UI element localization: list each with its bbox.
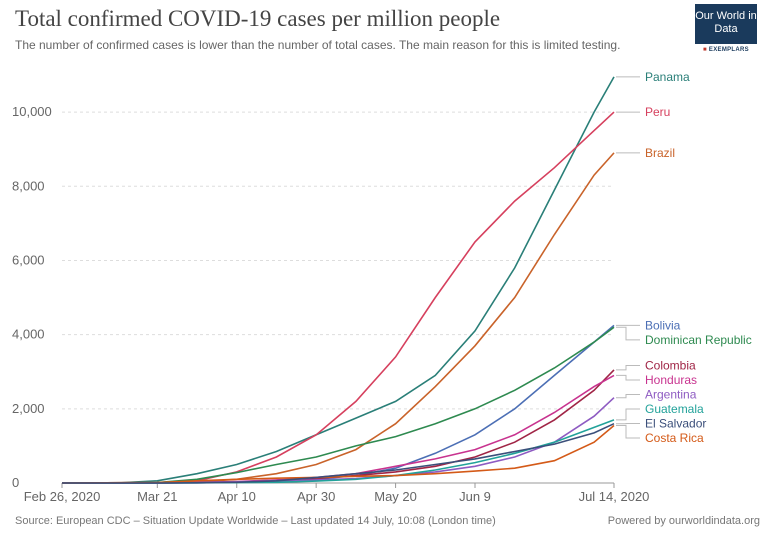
series-line-el-salvador [62,422,615,484]
source-note: Source: European CDC – Situation Update … [15,515,496,527]
series-line-honduras [62,374,615,484]
logo-exemplars: ■ EXEMPLARS [703,47,749,53]
x-tick-label: Jun 9 [459,489,491,504]
series-label-colombia: Colombia [645,359,696,373]
series-line-panama [62,76,615,484]
series-label-dominican-republic: Dominican Republic [645,333,752,347]
logo-box: Our World in Data [695,4,757,44]
series-label-panama: Panama [645,70,690,84]
series-lines [61,76,615,484]
y-axis-ticks: 0 2,000 4,000 6,000 8,000 10,000 [12,104,52,490]
y-tick-label: 6,000 [12,252,45,267]
series-label-honduras: Honduras [645,373,697,387]
series-label-bolivia: Bolivia [645,318,681,332]
label-connector-guatemala [616,408,640,421]
owid-logo[interactable]: Our World in Data ■ EXEMPLARS [695,4,757,62]
x-axis: Feb 26, 2020 Mar 21 Apr 10 Apr 30 May 20 Jun … [24,482,650,504]
series-line-costa-rica [61,424,615,484]
x-tick-label: May 20 [374,489,417,504]
series-line-bolivia [62,324,615,484]
x-tick-label: Jul 14, 2020 [579,489,650,504]
x-tick-label: Feb 26, 2020 [24,489,101,504]
y-tick-label: 4,000 [12,327,45,342]
label-connector-dominican-republic [616,326,640,341]
series-label-guatemala: Guatemala [645,402,704,416]
x-tick-label: Mar 21 [137,489,177,504]
chart-subtitle: The number of confirmed cases is lower t… [15,38,621,52]
series-label-argentina: Argentina [645,388,697,402]
x-tick-label: Apr 10 [218,489,256,504]
series-label-costa-rica: Costa Rica [645,431,704,445]
grid-lines [62,111,614,484]
y-tick-label: 0 [12,475,19,490]
series-label-el-salvador: El Salvador [645,417,706,431]
chart-title: Total confirmed COVID-19 cases per milli… [15,6,501,31]
series-line-argentina [62,397,615,484]
label-connector-argentina [616,394,640,399]
label-connector-costa-rica [616,425,640,439]
label-connector-honduras [616,374,640,381]
series-label-peru: Peru [645,105,670,119]
series-line-dominican-republic [61,326,615,484]
y-tick-label: 10,000 [12,104,52,119]
y-tick-label: 2,000 [12,401,45,416]
label-connector-colombia [616,365,640,371]
x-tick-label: Apr 30 [297,489,335,504]
series-line-peru [61,111,615,484]
powered-by-link[interactable]: Powered by ourworldindata.org [607,515,760,527]
y-tick-label: 8,000 [12,178,45,193]
series-label-brazil: Brazil [645,146,675,160]
